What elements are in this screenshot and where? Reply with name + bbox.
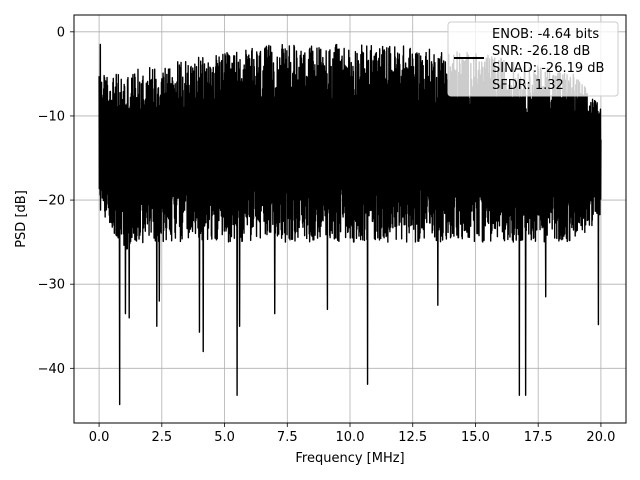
x-tick-label: 7.5 <box>277 430 298 445</box>
x-tick-label: 2.5 <box>151 430 172 445</box>
x-tick-label: 5.0 <box>214 430 235 445</box>
psd-series-line <box>98 43 602 406</box>
x-axis-label: Frequency [MHz] <box>295 451 404 466</box>
x-axis: 0.0 2.5 5.0 7.5 10.0 12.5 15.0 17.5 20.0 <box>89 423 615 445</box>
y-tick-label: 0 <box>57 25 65 40</box>
series-psd <box>98 43 602 406</box>
x-tick-label: 17.5 <box>524 430 553 445</box>
x-tick-label: 20.0 <box>586 430 615 445</box>
x-tick-label: 0.0 <box>89 430 110 445</box>
y-tick-label: −20 <box>38 194 65 209</box>
y-axis-label: PSD [dB] <box>14 190 29 248</box>
legend-entry-enob: ENOB: -4.64 bits <box>492 27 599 42</box>
y-tick-label: −10 <box>38 109 65 124</box>
legend-entry-sinad: SINAD: -26.19 dB <box>492 61 604 76</box>
y-tick-label: −40 <box>38 362 65 377</box>
legend: ENOB: -4.64 bits SNR: -26.18 dB SINAD: -… <box>447 21 619 97</box>
legend-entry-sfdr: SFDR: 1.32 <box>492 78 564 93</box>
y-tick-label: −30 <box>38 278 65 293</box>
x-tick-label: 15.0 <box>461 430 490 445</box>
legend-entry-snr: SNR: -26.18 dB <box>492 44 590 59</box>
x-tick-label: 12.5 <box>398 430 427 445</box>
x-tick-label: 10.0 <box>336 430 365 445</box>
legend-box <box>447 21 619 97</box>
y-axis: 0 −10 −20 −30 −40 <box>38 25 74 377</box>
